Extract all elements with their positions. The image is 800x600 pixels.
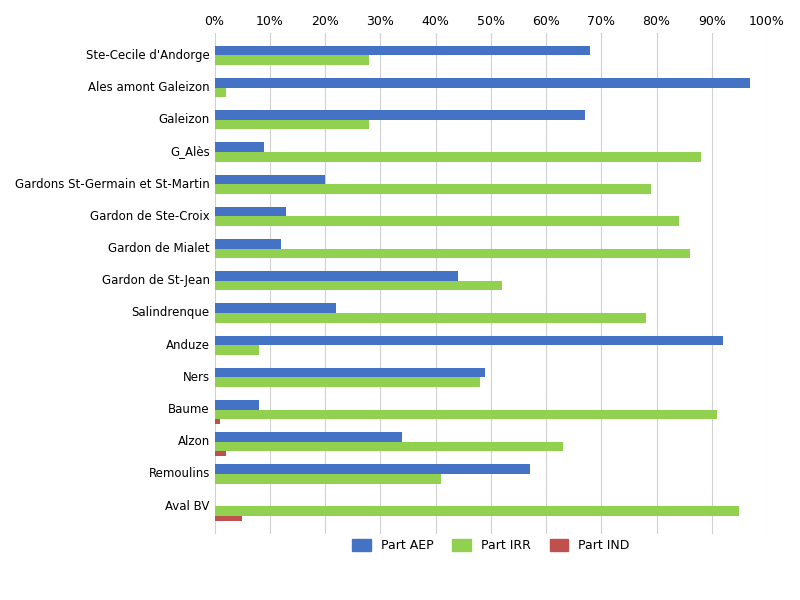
Bar [214, 410, 718, 419]
Bar [214, 78, 750, 88]
Bar [214, 516, 242, 521]
Bar [214, 175, 325, 184]
Bar [214, 419, 220, 424]
Bar [214, 88, 226, 97]
Bar [214, 46, 590, 55]
Bar [214, 377, 480, 387]
Bar [214, 313, 646, 323]
Bar [214, 474, 441, 484]
Bar [214, 248, 690, 258]
Bar [214, 217, 678, 226]
Bar [214, 432, 402, 442]
Bar [214, 239, 281, 248]
Bar [214, 142, 264, 152]
Bar [214, 345, 259, 355]
Bar [214, 184, 651, 194]
Bar [214, 281, 502, 290]
Bar [214, 110, 585, 120]
Legend: Part AEP, Part IRR, Part IND: Part AEP, Part IRR, Part IND [347, 535, 634, 557]
Bar [214, 464, 530, 474]
Bar [214, 442, 562, 451]
Bar [214, 400, 259, 410]
Bar [214, 335, 723, 345]
Bar [214, 120, 370, 130]
Bar [214, 368, 486, 377]
Bar [214, 304, 336, 313]
Bar [214, 271, 458, 281]
Bar [214, 506, 739, 516]
Bar [214, 152, 701, 161]
Bar [214, 207, 286, 217]
Bar [214, 55, 370, 65]
Bar [214, 451, 226, 456]
